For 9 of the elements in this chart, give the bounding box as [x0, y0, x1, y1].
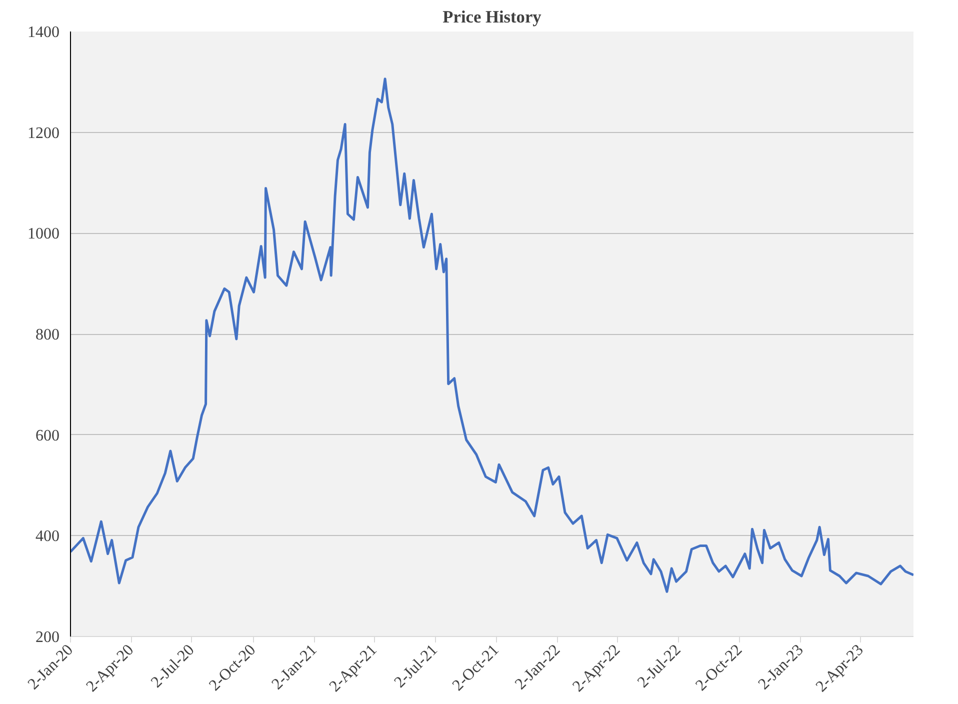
y-tick-label: 1000	[28, 226, 60, 243]
y-tick-label: 200	[36, 629, 60, 646]
y-tick-label: 1200	[28, 124, 60, 142]
y-tick-label: 800	[36, 326, 60, 344]
chart-title: Price History	[442, 8, 542, 26]
y-tick-label: 400	[36, 528, 60, 546]
y-tick-label: 600	[36, 427, 60, 444]
y-tick-label: 1400	[28, 24, 60, 41]
line-series	[70, 78, 914, 593]
